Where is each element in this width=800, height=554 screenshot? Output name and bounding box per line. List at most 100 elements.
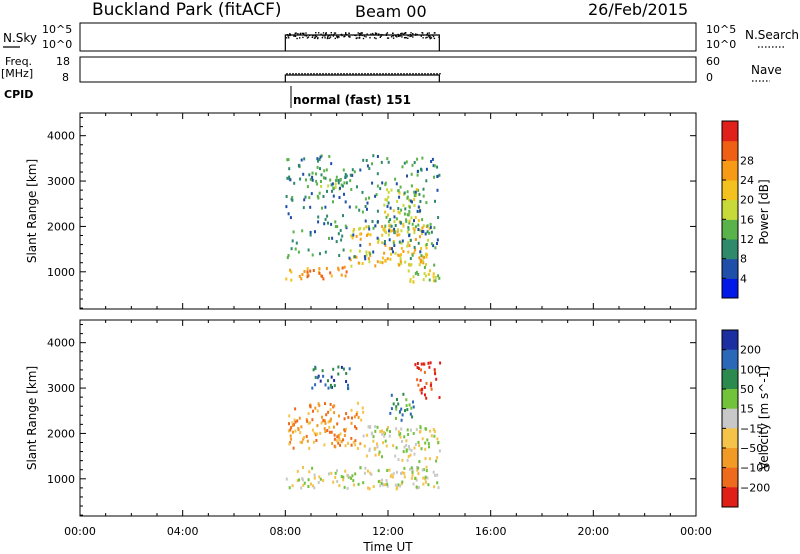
power-echo-cell [343,181,346,185]
power-echo-cell [386,198,388,202]
power-echo-cell [403,212,406,216]
velocity-echo-cell [322,374,325,378]
nsearch-dot [296,37,298,40]
velocity-echo-cell [403,445,406,449]
nsearch-dot [361,32,363,34]
power-echo-cell [328,155,331,158]
velocity-echo-cell [415,478,418,482]
velocity-echo-cell [330,430,333,434]
power-echo-cell [385,215,388,219]
power-echo-cell [335,175,338,179]
nave-dot [325,73,327,75]
velocity-echo-cell [413,446,416,450]
velocity-echo-cell [330,471,333,475]
velocity-echo-cell [376,445,379,449]
nsearch-dot [392,35,394,37]
velocity-echo-cell [391,475,394,479]
nsearch-dot [305,32,307,34]
power-echo-cell [421,259,424,263]
power-echo-cell [295,241,298,245]
velocity-echo-cell [314,406,317,410]
velocity-echo-cell [425,480,427,484]
nave-dot [379,73,381,75]
nsearch-dot [326,37,329,40]
power-echo-cell [364,257,367,261]
velocity-echo-cell [342,438,345,442]
power-echo-cell [388,229,390,233]
power-echo-cell [396,199,399,203]
power-echo-cell [320,154,323,158]
velocity-echo-cell [368,487,371,491]
power-echo-cell [337,268,340,272]
power-echo-cell [344,200,347,204]
nave-dot [352,73,354,75]
power-echo-cell [361,262,364,265]
power-echo-cell [323,222,326,226]
velocity-echo-cell [340,365,343,369]
power-echo-cell [349,179,352,183]
nave-dot [424,73,426,75]
nave-dot [361,73,363,75]
power-echo-cell [431,157,434,161]
power-echo-cell [324,205,327,209]
power-ytick-label: 2000 [47,220,75,233]
velocity-echo-cell [401,480,404,484]
power-echo-cell [438,276,441,280]
power-echo-cell [413,198,416,202]
power-echo-cell [381,256,384,260]
velocity-echo-cell [311,386,314,390]
nsearch-dot [358,36,361,39]
velocity-echo-cell [338,438,341,442]
power-echo-cell [345,174,348,178]
power-echo-cell [383,203,386,207]
power-colorbar-tick-label: 12 [740,233,754,246]
velocity-echo-cell [350,443,353,447]
velocity-echo-cell [343,485,346,489]
power-echo-cell [411,200,413,204]
velocity-echo-cell [303,436,305,439]
velocity-echo-cell [347,474,349,478]
power-echo-cell [417,272,420,276]
velocity-echo-cell [287,429,290,433]
velocity-echo-cell [320,421,323,425]
velocity-echo-cell [327,386,330,390]
velocity-echo-cell [302,466,304,469]
power-echo-cell [368,167,371,170]
power-echo-cell [404,207,407,211]
power-echo-cell [292,230,295,234]
power-echo-cell [339,178,342,181]
velocity-echo-cell [409,412,412,416]
power-echo-cell [381,261,384,265]
power-echo-cell [384,198,387,202]
velocity-echo-cell [429,429,432,433]
velocity-echo-cell [357,415,360,419]
nsearch-dot [422,32,424,34]
velocity-echo-cell [333,411,336,415]
power-echo-cell [303,157,306,161]
velocity-echo-cell [316,424,319,428]
velocity-echo-cell [394,483,397,487]
power-echo-cell [425,243,428,246]
power-echo-cell [420,247,423,250]
power-echo-cell [299,177,302,181]
power-echo-cell [322,195,325,198]
velocity-echo-cell [288,442,291,446]
velocity-echo-cell [300,486,303,490]
nsearch-dot [357,32,359,34]
velocity-echo-cell [322,479,325,483]
power-echo-cell [408,205,411,209]
power-axes: 1000 2000 3000 4000 [47,113,697,309]
velocity-echo-cell [332,480,335,484]
nsearch-dot [425,37,427,39]
power-echo-cell [389,206,392,210]
velocity-echo-cell [410,406,413,410]
velocity-echo-cell [300,425,303,429]
nave-dot [337,73,339,75]
freq-tick-top: 18 [56,55,70,68]
nsearch-dot [330,34,333,36]
velocity-echo-cell [334,471,337,475]
power-echo-cell [389,223,392,227]
power-echo-cell [342,248,345,252]
power-echo-cell [398,211,401,215]
power-echo-cell [376,184,379,188]
